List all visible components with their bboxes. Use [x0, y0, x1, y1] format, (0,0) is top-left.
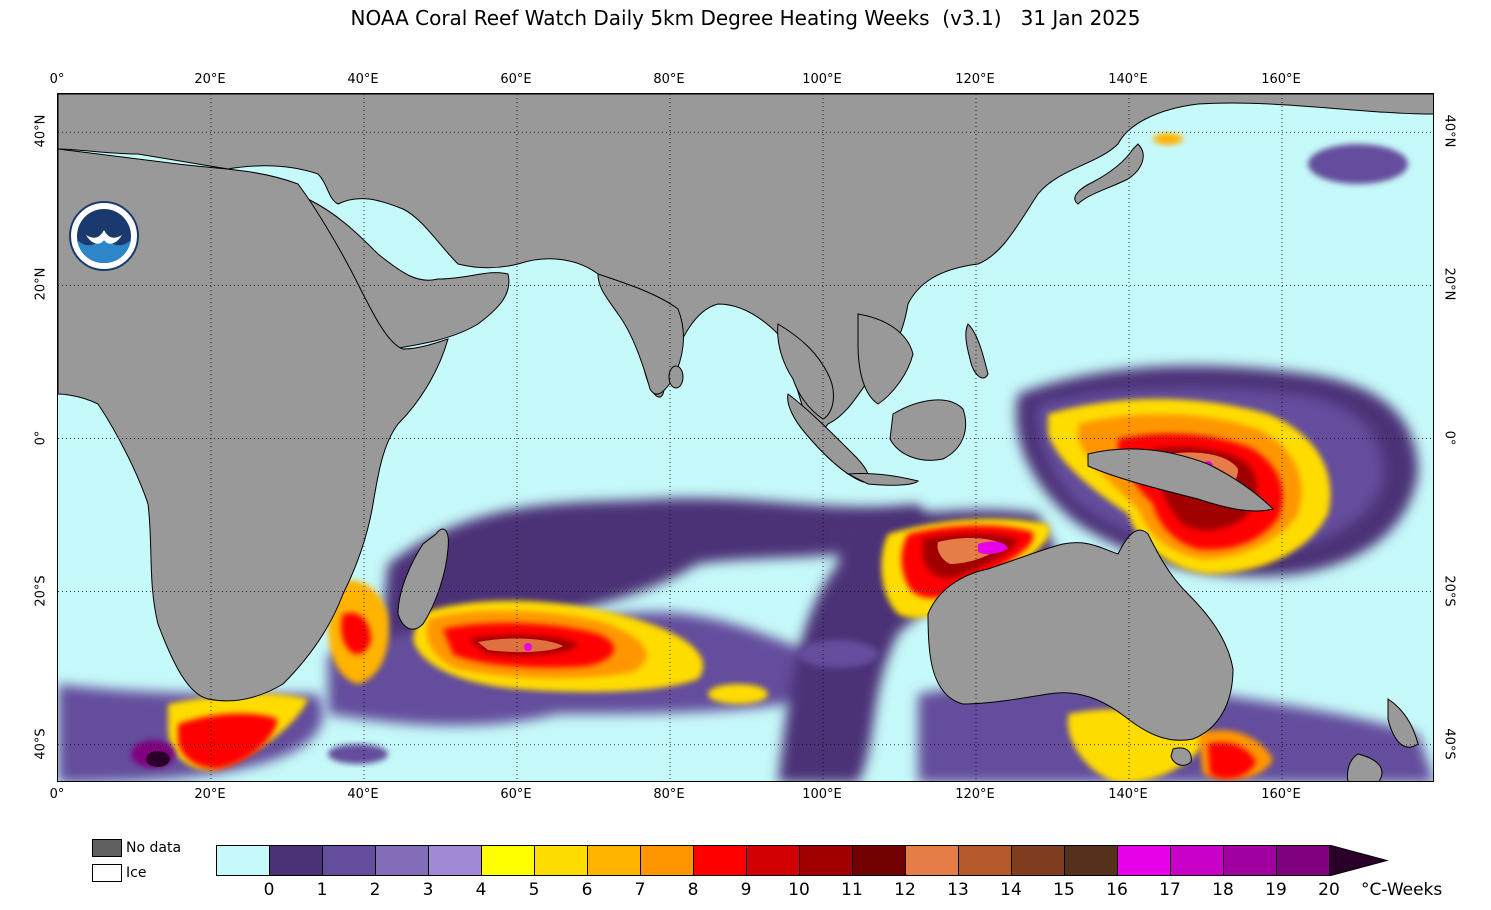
- colorbar-tick: 19: [1265, 880, 1287, 900]
- colorbar-swatch: [800, 846, 853, 875]
- colorbar-tick: 15: [1053, 880, 1075, 900]
- lat-tick-label: 20°N: [1441, 267, 1457, 301]
- map-area[interactable]: [57, 93, 1434, 782]
- lon-tick-label: 80°E: [653, 787, 685, 802]
- ice-swatch: [92, 864, 122, 882]
- colorbar-swatch: [1012, 846, 1065, 875]
- lat-tick-label: 20°S: [1441, 574, 1457, 607]
- lat-tick-label: 40°N: [33, 114, 49, 148]
- colorbar-swatch: [376, 846, 429, 875]
- colorbar-swatch: [535, 846, 588, 875]
- colorbar-swatch: [323, 846, 376, 875]
- colorbar-swatch: [588, 846, 641, 875]
- colorbar-tick: 18: [1212, 880, 1234, 900]
- lat-tick-label: 40°N: [1441, 114, 1457, 148]
- colorbar-swatch: [959, 846, 1012, 875]
- colorbar-tick: 3: [422, 880, 434, 900]
- lon-tick-label: 0°: [49, 72, 65, 87]
- colorbar-swatch: [1118, 846, 1171, 875]
- lon-tick-label: 100°E: [802, 72, 842, 87]
- colorbar-tick: 4: [475, 880, 487, 900]
- lat-tick-label: 0°: [33, 430, 49, 445]
- graticule: [58, 94, 1433, 781]
- lon-tick-label: 120°E: [955, 72, 995, 87]
- lat-tick-label: 40°S: [33, 728, 49, 760]
- lon-tick-label: 100°E: [802, 787, 842, 802]
- colorbar-tick: 13: [947, 880, 969, 900]
- lon-tick-label: 40°E: [347, 787, 379, 802]
- colorbar-swatch: [1171, 846, 1224, 875]
- ice-label: Ice: [126, 865, 147, 881]
- colorbar-tick: 1: [316, 880, 328, 900]
- no-data-label: No data: [126, 840, 182, 856]
- colorbar-tick: 9: [740, 880, 752, 900]
- lat-tick-label: 20°N: [33, 267, 49, 301]
- colorbar-swatch: [694, 846, 747, 875]
- colorbar-swatch: [1224, 846, 1277, 875]
- lon-tick-label: 140°E: [1108, 787, 1148, 802]
- lon-tick-label: 120°E: [955, 787, 995, 802]
- dhw-map-canvas: [58, 94, 1433, 781]
- noaa-logo-icon: [69, 201, 139, 271]
- lon-tick-label: 20°E: [194, 72, 226, 87]
- colorbar-swatch: [482, 846, 535, 875]
- colorbar-overflow-arrow: [1329, 845, 1389, 876]
- colorbar-tick: 14: [1000, 880, 1022, 900]
- colorbar-units-label: °C-Weeks: [1361, 880, 1443, 900]
- colorbar-tick: 10: [788, 880, 810, 900]
- colorbar-swatch: [429, 846, 482, 875]
- colorbar-swatch: [1277, 846, 1330, 875]
- colorbar-swatch: [270, 846, 323, 875]
- lon-tick-label: 80°E: [653, 72, 685, 87]
- lon-tick-label: 20°E: [194, 787, 226, 802]
- colorbar-swatch: [853, 846, 906, 875]
- colorbar-tick: 6: [581, 880, 593, 900]
- lon-tick-label: 60°E: [500, 787, 532, 802]
- lon-tick-label: 40°E: [347, 72, 379, 87]
- colorbar-tick: 7: [634, 880, 646, 900]
- colorbar-swatch: [217, 846, 270, 875]
- colorbar-tick: 12: [894, 880, 916, 900]
- colorbar-swatch: [1065, 846, 1118, 875]
- colorbar-tick: 0: [263, 880, 275, 900]
- colorbar-tick: 20: [1318, 880, 1340, 900]
- colorbar: [216, 845, 1331, 876]
- colorbar-swatch: [906, 846, 959, 875]
- colorbar-tick: 8: [687, 880, 699, 900]
- lon-tick-label: 160°E: [1261, 72, 1301, 87]
- colorbar-tick: 11: [841, 880, 863, 900]
- lon-tick-label: 160°E: [1261, 787, 1301, 802]
- lat-tick-label: 40°S: [1441, 728, 1457, 760]
- lat-tick-label: 0°: [1441, 430, 1457, 445]
- lon-tick-label: 0°: [49, 787, 65, 802]
- lon-tick-label: 140°E: [1108, 72, 1148, 87]
- map-title: NOAA Coral Reef Watch Daily 5km Degree H…: [350, 6, 1141, 30]
- lon-tick-label: 60°E: [500, 72, 532, 87]
- lat-tick-label: 20°S: [33, 574, 49, 607]
- land-masses: [58, 94, 1433, 781]
- colorbar-tick: 2: [369, 880, 381, 900]
- colorbar-tick: 5: [528, 880, 540, 900]
- colorbar-tick: 16: [1106, 880, 1128, 900]
- colorbar-tick: 17: [1159, 880, 1181, 900]
- no-data-swatch: [92, 839, 122, 857]
- colorbar-swatch: [747, 846, 800, 875]
- colorbar-swatch: [641, 846, 694, 875]
